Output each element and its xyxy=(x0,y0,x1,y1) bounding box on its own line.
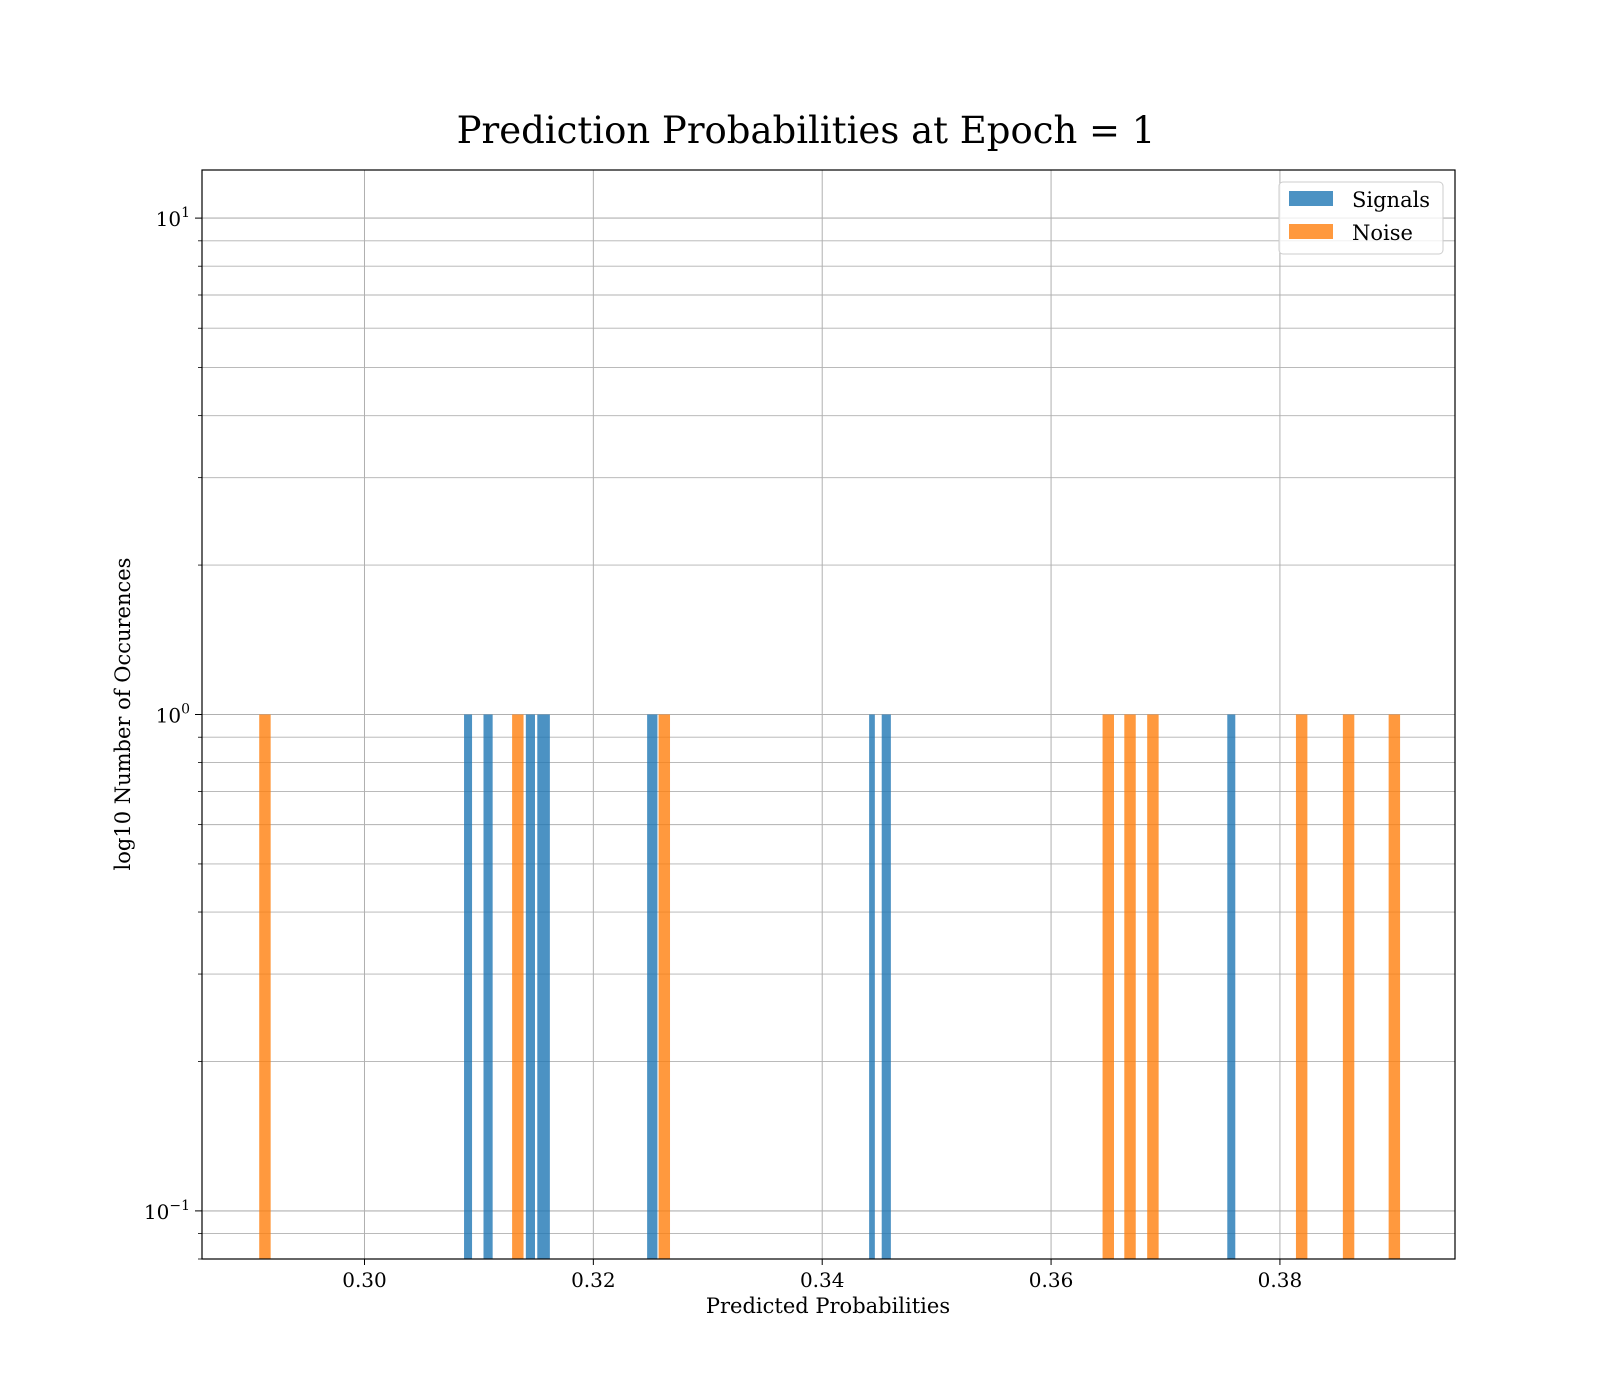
legend-label-signals: Signals xyxy=(1352,188,1430,212)
bar-signals xyxy=(464,714,473,1259)
bar-signals xyxy=(869,714,875,1259)
bar-noise xyxy=(1388,714,1401,1259)
bars xyxy=(259,714,1401,1259)
y-tick-label: 10−1 xyxy=(144,1198,190,1224)
legend: Signals Noise xyxy=(1278,181,1444,255)
bar-noise xyxy=(1102,714,1115,1259)
x-axis-ticks: 0.30 0.32 0.34 0.36 0.38 xyxy=(342,1259,1302,1292)
x-axis-label: Predicted Probabilities xyxy=(706,1294,950,1318)
bar-signals xyxy=(1227,714,1236,1259)
bar-noise xyxy=(1147,714,1159,1259)
bar-signals xyxy=(647,714,658,1259)
x-tick-label: 0.34 xyxy=(800,1268,845,1292)
chart-title: Prediction Probabilities at Epoch = 1 xyxy=(457,109,1156,152)
y-axis-label: log10 Number of Occurences xyxy=(111,558,135,871)
x-tick-label: 0.32 xyxy=(571,1268,616,1292)
bar-noise xyxy=(259,714,271,1259)
bar-noise xyxy=(1124,714,1136,1259)
x-tick-label: 0.36 xyxy=(1029,1268,1074,1292)
y-axis-ticks: 10−1 100 101 xyxy=(144,205,202,1260)
legend-swatch-signals xyxy=(1289,191,1333,206)
grid xyxy=(202,170,1455,1260)
legend-label-noise: Noise xyxy=(1352,221,1413,245)
bar-noise xyxy=(1295,714,1308,1259)
legend-swatch-noise xyxy=(1289,224,1333,239)
bar-signals xyxy=(483,714,493,1259)
bar-noise xyxy=(658,714,671,1259)
x-tick-label: 0.30 xyxy=(342,1268,387,1292)
y-tick-label: 101 xyxy=(156,205,190,231)
y-tick-label: 100 xyxy=(156,702,190,728)
bar-noise xyxy=(512,714,524,1259)
bar-signals xyxy=(881,714,891,1259)
bar-noise xyxy=(1342,714,1355,1259)
x-tick-label: 0.38 xyxy=(1258,1268,1303,1292)
bar-signals xyxy=(537,714,550,1259)
bar-signals xyxy=(525,714,535,1259)
